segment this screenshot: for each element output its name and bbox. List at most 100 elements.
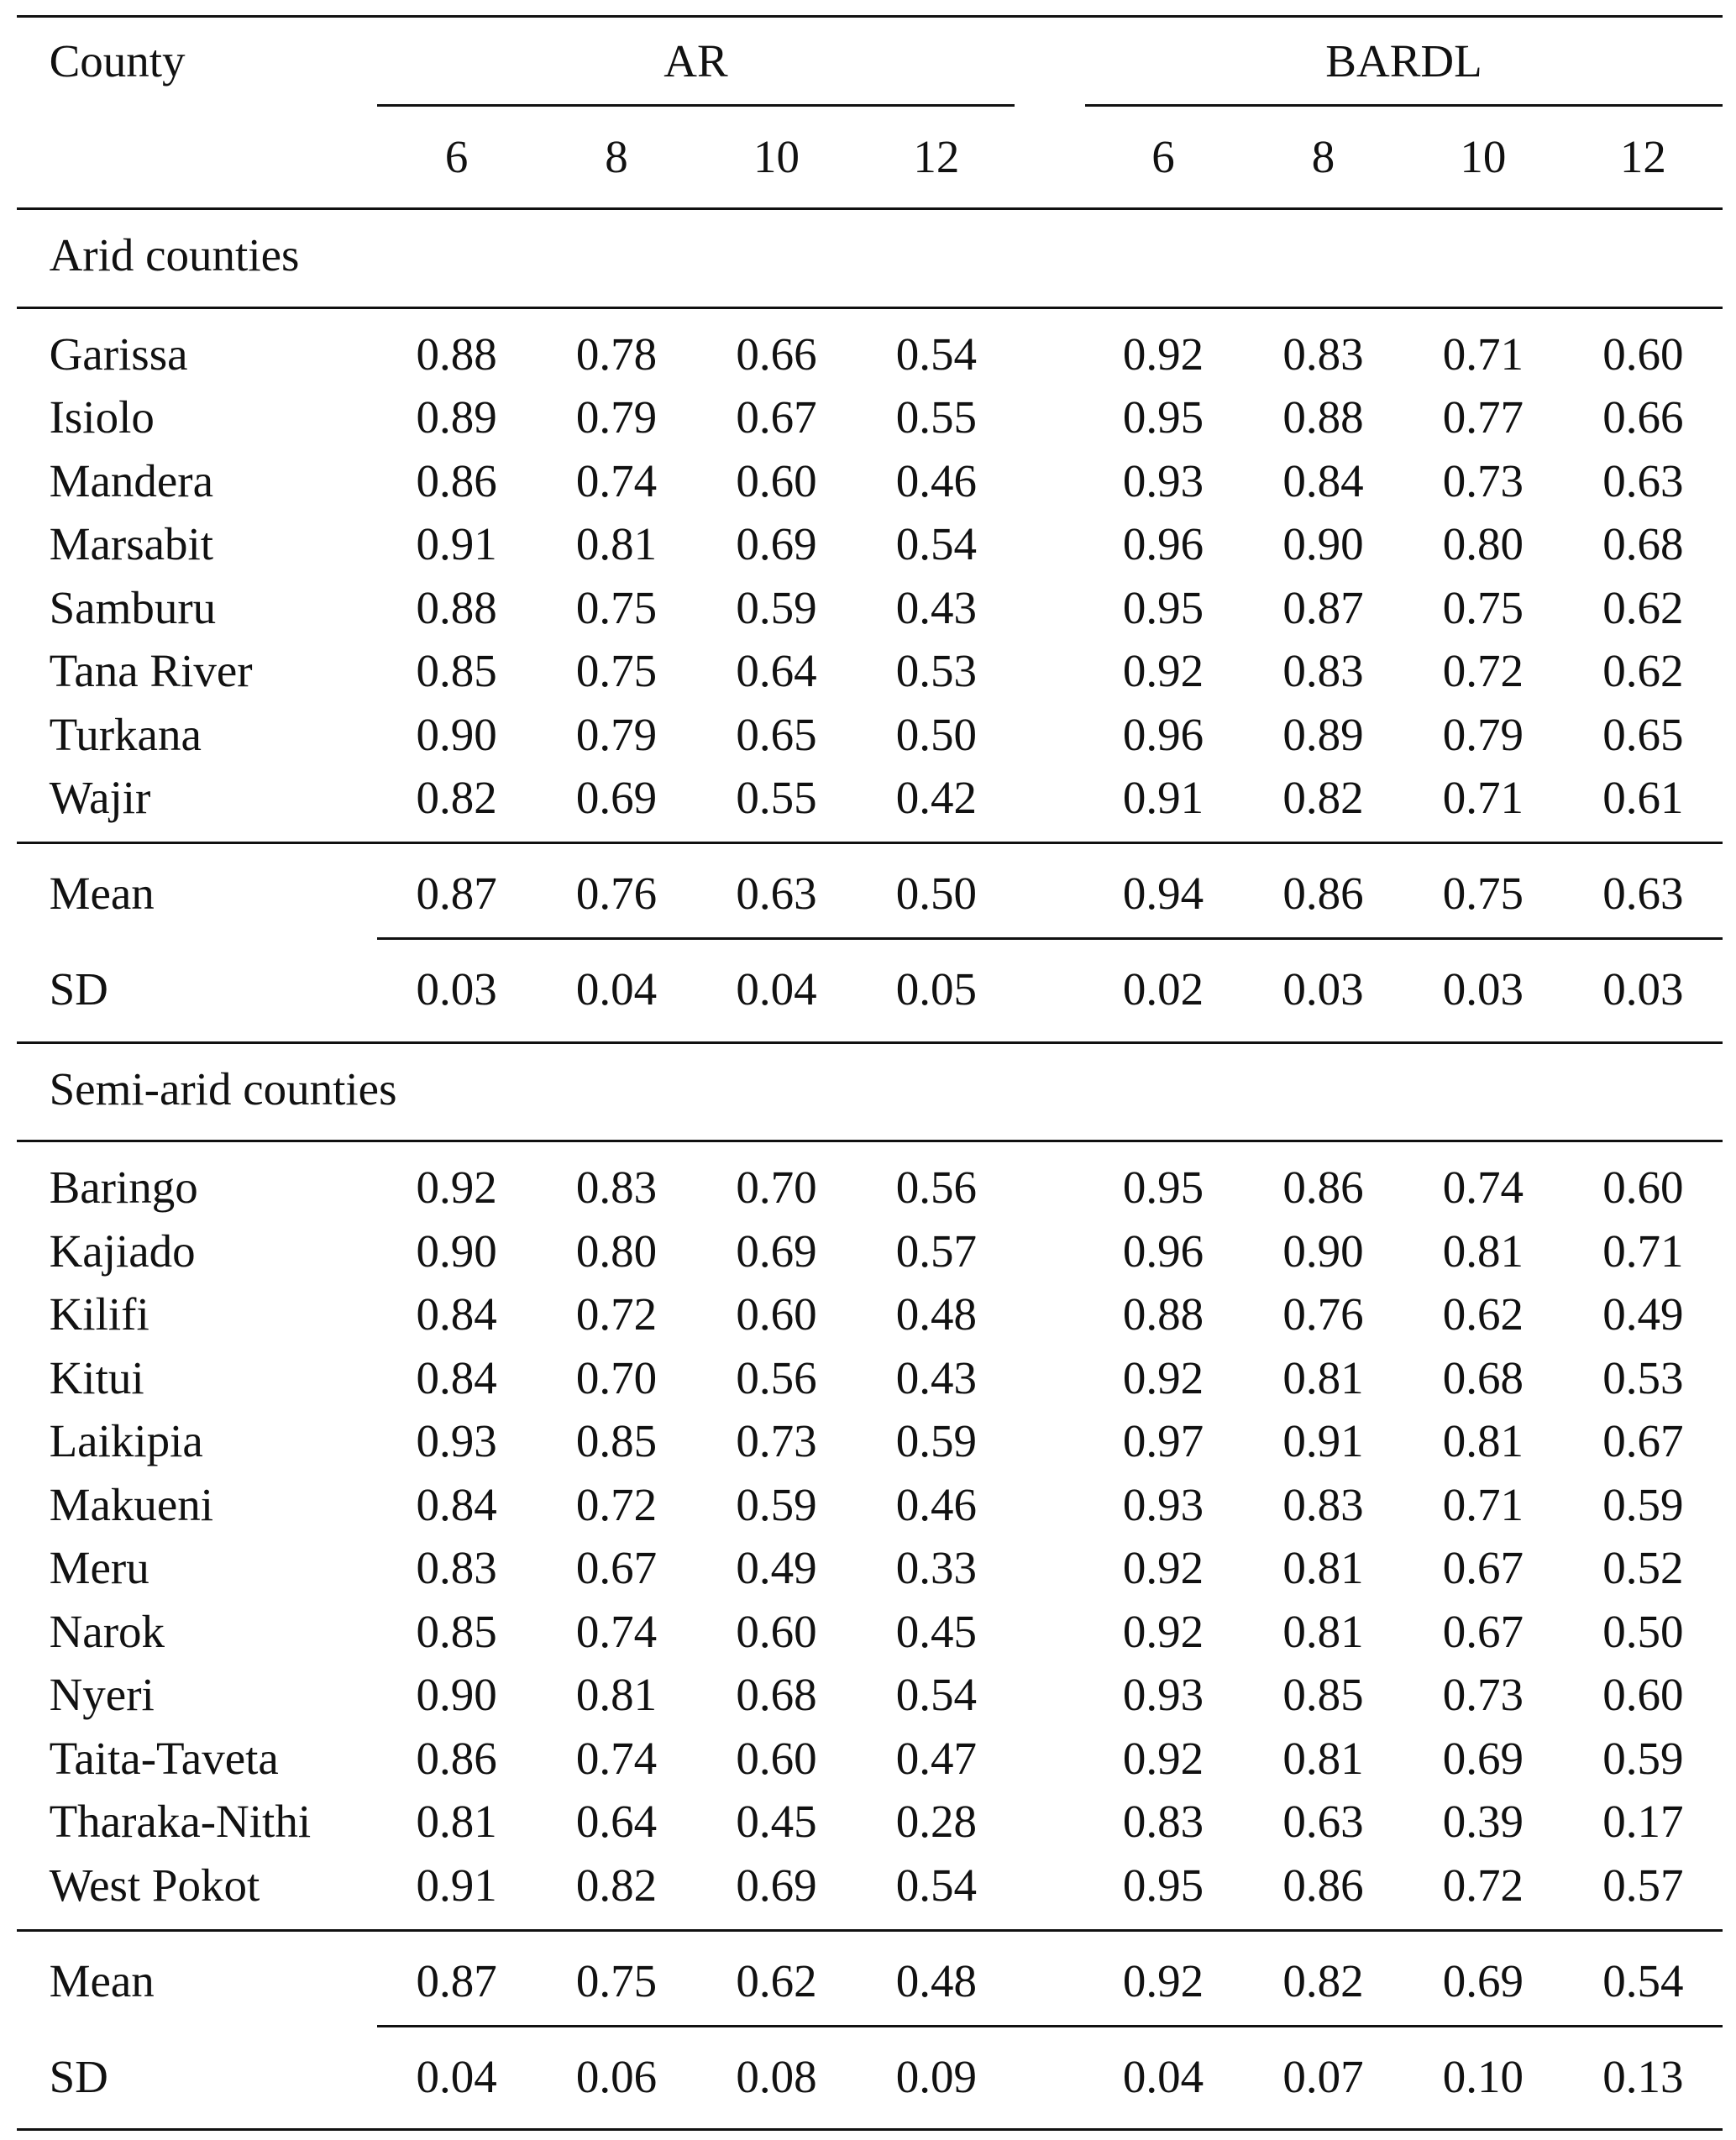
cell: 0.87 xyxy=(416,1954,497,2006)
county-label: Baringo xyxy=(49,1162,198,1214)
cell: 0.95 xyxy=(1122,1859,1204,1911)
cell: 0.03 xyxy=(416,963,497,1015)
cell: 0.83 xyxy=(1282,328,1364,380)
cell: 0.84 xyxy=(416,1351,497,1403)
cell: 0.92 xyxy=(1122,1605,1204,1657)
cell: 0.65 xyxy=(736,708,817,760)
cell: 0.60 xyxy=(1602,1669,1684,1721)
cell: 0.81 xyxy=(1442,1415,1524,1467)
cell: 0.92 xyxy=(416,1162,497,1214)
cell: 0.75 xyxy=(1442,581,1524,633)
summary-label: SD xyxy=(49,963,108,1015)
rule xyxy=(377,937,1723,941)
cell: 0.88 xyxy=(1122,1288,1204,1340)
cell: 0.95 xyxy=(1122,1162,1204,1214)
cell: 0.07 xyxy=(1282,2050,1364,2102)
county-label: Tharaka-Nithi xyxy=(49,1796,312,1848)
cell: 0.67 xyxy=(736,391,817,443)
cell: 0.91 xyxy=(1122,772,1204,824)
county-label: Mandera xyxy=(49,454,214,506)
cell: 0.60 xyxy=(736,1288,817,1340)
cell: 0.33 xyxy=(895,1542,977,1594)
cell: 0.69 xyxy=(736,1859,817,1911)
cell: 0.54 xyxy=(895,328,977,380)
cell: 0.83 xyxy=(575,1162,658,1214)
cell: 0.60 xyxy=(736,454,817,506)
cell: 0.82 xyxy=(1282,772,1364,824)
cell: 0.84 xyxy=(416,1478,497,1530)
cell: 0.55 xyxy=(895,391,977,443)
cell: 0.10 xyxy=(1442,2050,1524,2102)
county-label: Nyeri xyxy=(49,1669,155,1721)
cell: 0.42 xyxy=(895,772,977,824)
cell: 0.43 xyxy=(895,1351,977,1403)
header-group: BARDL xyxy=(1325,35,1482,87)
cell: 0.75 xyxy=(575,581,658,633)
cell: 0.74 xyxy=(575,1605,658,1657)
cell: 0.90 xyxy=(416,1225,497,1277)
county-label: Samburu xyxy=(49,581,217,633)
cell: 0.76 xyxy=(1282,1288,1364,1340)
cell: 0.49 xyxy=(736,1542,817,1594)
cell: 0.63 xyxy=(736,868,817,920)
cell: 0.59 xyxy=(1602,1732,1684,1784)
cell: 0.82 xyxy=(1282,1954,1364,2006)
cell: 0.49 xyxy=(1602,1288,1684,1340)
cell: 0.92 xyxy=(1122,328,1204,380)
cell: 0.62 xyxy=(1602,581,1684,633)
county-label: Taita-Taveta xyxy=(49,1732,279,1784)
cell: 0.56 xyxy=(895,1162,977,1214)
cell: 0.83 xyxy=(1282,1478,1364,1530)
header-column: 10 xyxy=(1460,131,1507,183)
cell: 0.53 xyxy=(895,645,977,697)
cell: 0.97 xyxy=(1122,1415,1204,1467)
cell: 0.69 xyxy=(1442,1732,1524,1784)
rule xyxy=(16,2128,1723,2132)
cell: 0.72 xyxy=(575,1478,658,1530)
header-column: 8 xyxy=(1311,131,1335,183)
cell: 0.69 xyxy=(736,518,817,570)
cell: 0.91 xyxy=(416,518,497,570)
cell: 0.92 xyxy=(1122,1954,1204,2006)
cell: 0.05 xyxy=(895,963,977,1015)
header-group: AR xyxy=(663,35,728,87)
cell: 0.77 xyxy=(1442,391,1524,443)
county-label: Narok xyxy=(49,1605,165,1657)
rule xyxy=(377,2024,1723,2027)
cell: 0.91 xyxy=(416,1859,497,1911)
cell: 0.70 xyxy=(575,1351,658,1403)
cell: 0.59 xyxy=(736,581,817,633)
cell: 0.92 xyxy=(1122,1542,1204,1594)
cell: 0.85 xyxy=(416,645,497,697)
cell: 0.69 xyxy=(1442,1954,1524,2006)
cell: 0.75 xyxy=(1442,868,1524,920)
cell: 0.67 xyxy=(1442,1542,1524,1594)
rule xyxy=(16,14,1723,18)
county-label: Tana River xyxy=(49,645,253,697)
cell: 0.52 xyxy=(1602,1542,1684,1594)
cell: 0.79 xyxy=(575,708,658,760)
cell: 0.90 xyxy=(1282,1225,1364,1277)
cell: 0.81 xyxy=(1282,1605,1364,1657)
cell: 0.87 xyxy=(416,868,497,920)
cell: 0.57 xyxy=(895,1225,977,1277)
cell: 0.93 xyxy=(1122,454,1204,506)
cell: 0.54 xyxy=(1602,1954,1684,2006)
cell: 0.03 xyxy=(1282,963,1364,1015)
cell: 0.81 xyxy=(575,518,658,570)
rule xyxy=(16,1928,1723,1932)
cell: 0.93 xyxy=(1122,1669,1204,1721)
cell: 0.47 xyxy=(895,1732,977,1784)
cell: 0.96 xyxy=(1122,518,1204,570)
cell: 0.61 xyxy=(1602,772,1684,824)
cell: 0.84 xyxy=(1282,454,1364,506)
rule xyxy=(16,1041,1723,1044)
cell: 0.75 xyxy=(575,1954,658,2006)
cell: 0.60 xyxy=(736,1732,817,1784)
summary-label: Mean xyxy=(49,868,155,920)
cell: 0.73 xyxy=(736,1415,817,1467)
cell: 0.81 xyxy=(1282,1732,1364,1784)
cell: 0.54 xyxy=(895,1859,977,1911)
section-title: Semi-arid counties xyxy=(49,1062,397,1115)
cell: 0.59 xyxy=(736,1478,817,1530)
